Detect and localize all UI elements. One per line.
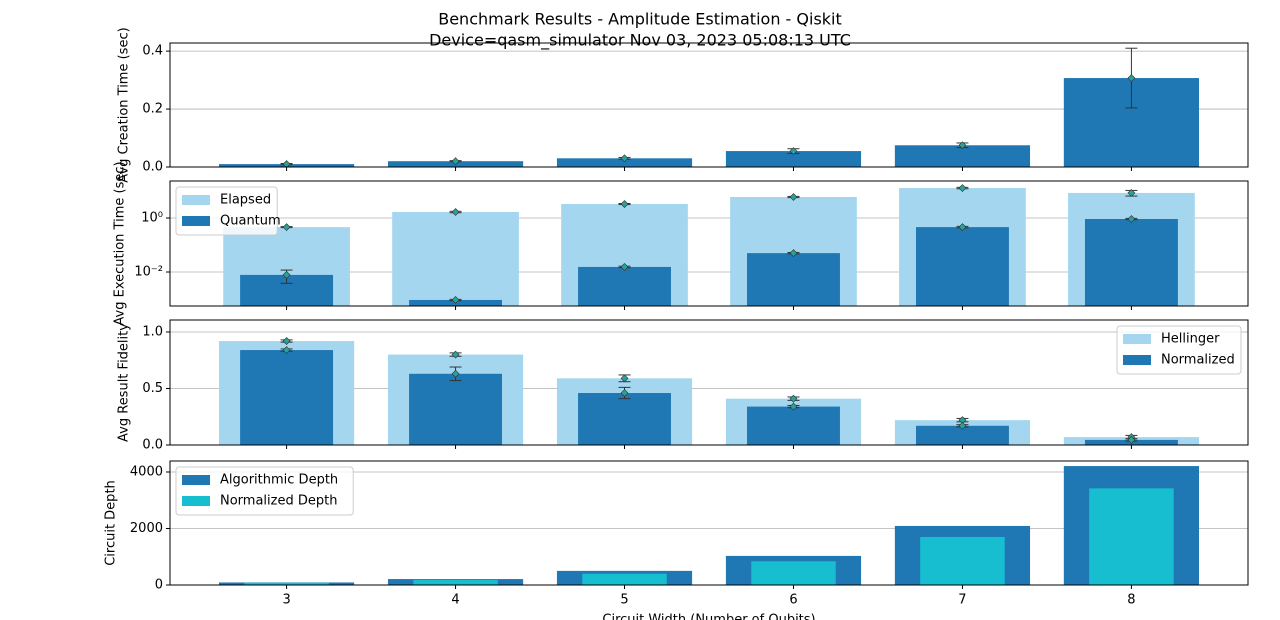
marker <box>958 421 967 430</box>
axes-frame <box>169 319 1249 446</box>
plot-area <box>170 331 1248 445</box>
legend-swatch <box>182 496 210 506</box>
bar <box>894 145 1031 167</box>
y-tick-label: 0.4 <box>142 44 163 59</box>
marker <box>789 147 798 155</box>
plot-area <box>170 466 1248 585</box>
marker <box>620 374 629 383</box>
bar <box>747 253 840 306</box>
y-tick-label: 4000 <box>130 464 163 479</box>
bar <box>747 406 840 445</box>
axes-frame <box>169 180 1249 307</box>
legend-label: Normalized Depth <box>220 494 337 509</box>
marker <box>451 369 460 378</box>
marker <box>620 389 629 397</box>
bar <box>578 393 671 445</box>
bar <box>240 350 334 445</box>
marker <box>620 263 629 271</box>
legend-swatch <box>182 216 210 226</box>
bar <box>413 579 498 585</box>
legend-swatch <box>1123 334 1151 344</box>
bar <box>578 266 671 306</box>
marker <box>282 337 291 345</box>
marker <box>1127 188 1136 197</box>
y-tick-label: 10⁰ <box>141 211 163 226</box>
bar <box>1084 218 1178 306</box>
y-tick-label: 0.0 <box>142 160 163 175</box>
legend-swatch <box>182 475 210 485</box>
x-tick-label: 8 <box>1127 593 1135 608</box>
bar <box>1089 488 1174 585</box>
bar <box>920 536 1005 585</box>
marker <box>789 394 798 403</box>
y-tick-label: 2000 <box>130 521 163 536</box>
marker <box>789 249 798 258</box>
marker <box>958 184 967 192</box>
y-tick-label: 0.2 <box>142 102 163 117</box>
marker <box>1127 215 1136 223</box>
marker <box>282 223 291 232</box>
bar <box>725 151 862 167</box>
marker <box>282 270 291 279</box>
bar <box>751 561 836 585</box>
marker <box>620 154 629 163</box>
x-axis-label: Circuit Width (Number of Qubits) <box>602 613 815 620</box>
marker <box>1127 74 1136 82</box>
marker <box>958 223 967 232</box>
marker <box>789 193 798 201</box>
bar <box>244 582 329 585</box>
x-tick-label: 4 <box>451 593 459 608</box>
marker <box>451 296 460 304</box>
marker <box>282 160 291 167</box>
x-tick-label: 5 <box>620 593 628 608</box>
marker <box>1127 435 1136 444</box>
x-tick-label: 6 <box>789 593 797 608</box>
marker <box>451 157 460 166</box>
y-tick-label: 0.0 <box>142 438 163 453</box>
plot-area <box>170 184 1248 306</box>
legend-swatch <box>1123 355 1151 365</box>
bar <box>556 158 693 167</box>
y-tick-label: 10⁻² <box>134 264 163 279</box>
axes-frame <box>169 42 1249 168</box>
plot-area <box>170 47 1248 167</box>
marker <box>958 141 967 150</box>
bar <box>392 211 519 306</box>
y-tick-label: 1.0 <box>142 324 163 339</box>
chart-subtitle: Device=qasm_simulator Nov 03, 2023 05:08… <box>429 31 851 51</box>
marker <box>789 402 798 411</box>
legend-swatch <box>182 195 210 205</box>
marker <box>451 350 460 359</box>
marker <box>451 208 460 216</box>
x-tick-label: 3 <box>282 593 290 608</box>
bar <box>409 373 503 445</box>
legend-label: Hellinger <box>1161 332 1220 347</box>
bar <box>915 425 1009 445</box>
legend-box <box>175 466 354 516</box>
legend-label: Elapsed <box>220 193 271 208</box>
bar <box>915 227 1009 306</box>
y-tick-label: 0 <box>155 578 163 593</box>
chart-title: Benchmark Results - Amplitude Estimation… <box>438 10 842 29</box>
y-axis-label: Avg Execution Time (sec) <box>113 161 128 325</box>
y-axis-label: Circuit Depth <box>104 480 119 566</box>
axes-frame <box>169 460 1249 586</box>
x-tick-label: 7 <box>958 593 966 608</box>
legend-label: Quantum <box>220 214 281 229</box>
bar <box>582 573 667 585</box>
y-axis-label: Avg Result Fidelity <box>117 323 132 442</box>
y-axis-label: Avg Creation Time (sec) <box>117 27 132 182</box>
marker <box>282 346 291 354</box>
legend-label: Algorithmic Depth <box>220 473 338 488</box>
legend-label: Normalized <box>1161 353 1235 368</box>
marker <box>620 200 629 208</box>
y-tick-label: 0.5 <box>142 381 163 396</box>
